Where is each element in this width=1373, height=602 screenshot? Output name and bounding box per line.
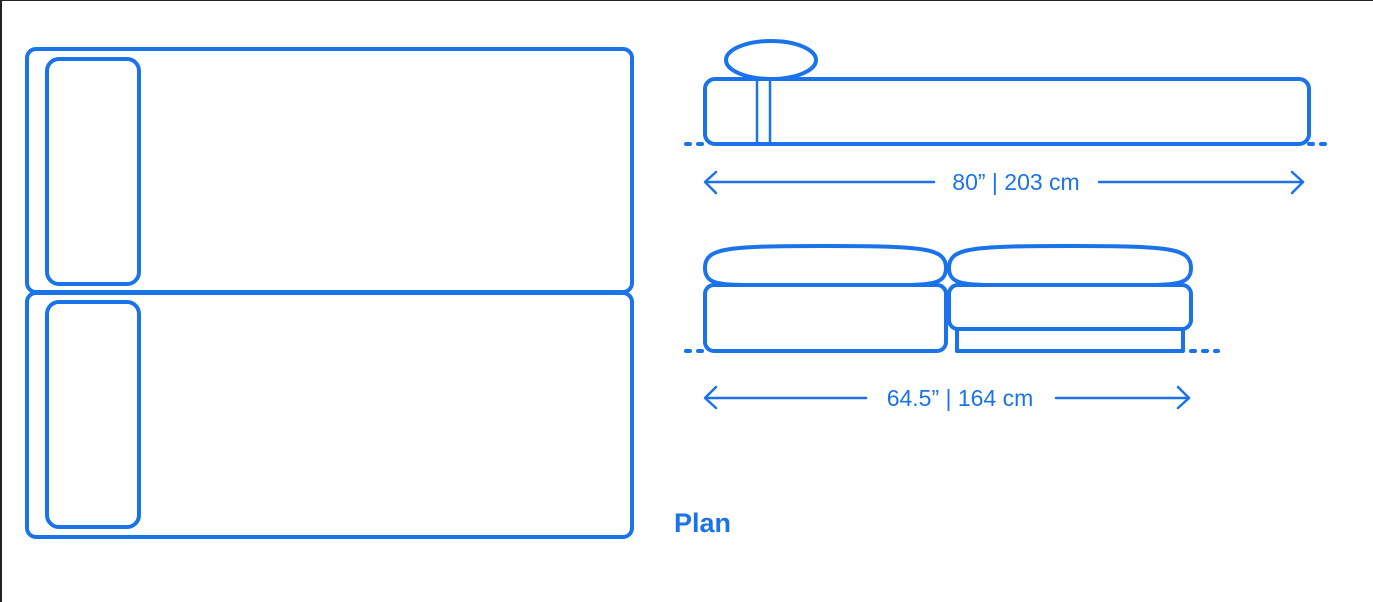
plan-view [25,47,634,539]
front-left-cushion [703,244,948,287]
length-dimension-label: 80” | 203 cm [952,169,1079,195]
plan-label: Plan [674,508,732,538]
width-arrow-left [703,385,718,410]
length-dimension: 80” | 203 cm [703,169,1305,195]
width-arrow-right [1176,385,1191,410]
front-right-cushion [947,244,1193,287]
plan-lower-module [25,291,634,539]
width-dimension-label: 64.5” | 164 cm [887,385,1034,411]
width-dimension: 64.5” | 164 cm [703,385,1191,411]
length-arrow-left [703,170,718,195]
front-elevation [684,244,1220,353]
plan-upper-module [25,47,634,294]
side-seat-body [703,77,1311,146]
side-pillow [724,39,818,81]
front-right-plinth [955,328,1185,353]
front-right-base [947,283,1193,331]
plan-lower-backrest [45,300,141,529]
front-left-base [703,283,948,353]
plan-upper-backrest [45,57,141,286]
side-elevation [684,39,1332,146]
length-arrow-right [1290,170,1305,195]
